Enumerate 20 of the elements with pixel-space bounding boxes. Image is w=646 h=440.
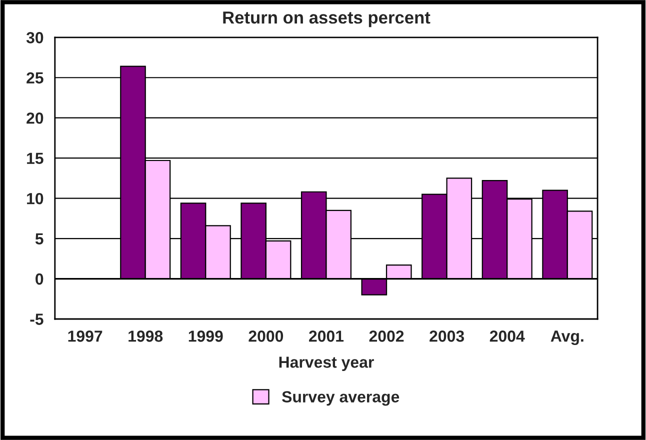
x-tick-label: 1997 (68, 330, 102, 342)
x-tick-label: Avg. (550, 330, 584, 345)
x-tick-label: 2000 (248, 330, 284, 342)
y-tick-label: 20 (26, 112, 44, 124)
y-tick-label: 10 (27, 192, 44, 204)
x-tick-label: 2001 (309, 330, 344, 342)
y-tick-label: 30 (26, 32, 44, 44)
legend-label: Survey average (282, 391, 400, 406)
y-tick-label: 15 (27, 152, 44, 164)
y-tick-label: -5 (30, 314, 44, 325)
x-tick-label: 2003 (430, 330, 464, 342)
y-tick-label: 5 (35, 233, 44, 244)
y-tick-label: 0 (36, 273, 44, 285)
x-tick-label: 1998 (128, 330, 163, 342)
x-tick-label: 2002 (369, 330, 404, 342)
x-tick-label: 1999 (188, 330, 223, 342)
chart-title: Return on assets percent (223, 12, 430, 28)
y-tick-label: 25 (26, 72, 44, 84)
x-axis-title: Harvest year (279, 356, 374, 371)
x-tick-label: 2004 (490, 330, 525, 342)
